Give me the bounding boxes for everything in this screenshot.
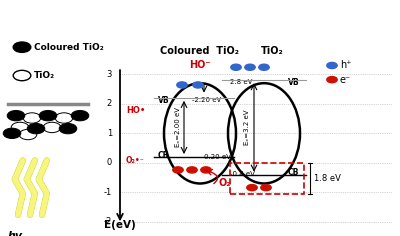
Circle shape xyxy=(177,82,187,88)
Text: Eₑ=2.00 eV: Eₑ=2.00 eV xyxy=(175,107,181,148)
Circle shape xyxy=(327,62,337,68)
Circle shape xyxy=(187,167,197,173)
Circle shape xyxy=(43,122,61,133)
Text: -1: -1 xyxy=(104,188,112,197)
Text: HO•: HO• xyxy=(126,106,145,115)
Text: hv: hv xyxy=(8,231,23,236)
Circle shape xyxy=(13,42,31,52)
Circle shape xyxy=(11,122,29,133)
Text: VB: VB xyxy=(288,78,300,87)
Text: TiO₂: TiO₂ xyxy=(261,46,283,56)
Text: O₂: O₂ xyxy=(218,178,230,188)
Text: 0.20 eV: 0.20 eV xyxy=(204,155,231,160)
Circle shape xyxy=(27,123,45,134)
Text: 2.8 eV: 2.8 eV xyxy=(230,79,252,85)
Circle shape xyxy=(19,129,37,140)
Circle shape xyxy=(231,64,241,70)
Circle shape xyxy=(23,113,41,123)
Text: E(eV): E(eV) xyxy=(104,220,136,230)
Circle shape xyxy=(71,110,89,121)
Text: -2: -2 xyxy=(104,217,112,226)
Circle shape xyxy=(261,185,271,191)
Circle shape xyxy=(201,167,211,173)
Text: 0: 0 xyxy=(107,158,112,167)
Circle shape xyxy=(327,76,337,83)
Circle shape xyxy=(39,110,57,121)
Text: -0.4 eV: -0.4 eV xyxy=(230,171,255,177)
Circle shape xyxy=(13,70,31,81)
Text: Coloured TiO₂: Coloured TiO₂ xyxy=(34,43,104,52)
Text: 1.8 eV: 1.8 eV xyxy=(314,174,341,183)
Text: h⁺: h⁺ xyxy=(340,60,352,71)
Circle shape xyxy=(55,113,73,123)
Text: Eₑ=3.2 eV: Eₑ=3.2 eV xyxy=(244,110,250,145)
Text: HO⁻: HO⁻ xyxy=(189,60,211,70)
Text: 2: 2 xyxy=(107,99,112,108)
Circle shape xyxy=(59,123,77,134)
Circle shape xyxy=(247,185,257,191)
Text: TiO₂: TiO₂ xyxy=(34,71,55,80)
Circle shape xyxy=(245,64,255,70)
Circle shape xyxy=(173,167,183,173)
Text: CB: CB xyxy=(288,169,299,177)
Text: VB: VB xyxy=(158,96,170,105)
Text: -2.20 eV: -2.20 eV xyxy=(192,97,221,103)
Text: 3: 3 xyxy=(107,70,112,79)
Circle shape xyxy=(193,82,203,88)
Text: CB: CB xyxy=(158,151,169,160)
Text: 1: 1 xyxy=(107,129,112,138)
Circle shape xyxy=(7,110,25,121)
Text: Coloured  TiO₂: Coloured TiO₂ xyxy=(160,46,240,56)
Text: e⁻: e⁻ xyxy=(340,75,351,85)
Text: O₂•⁻: O₂•⁻ xyxy=(126,156,145,165)
Circle shape xyxy=(259,64,269,70)
Circle shape xyxy=(3,128,21,139)
